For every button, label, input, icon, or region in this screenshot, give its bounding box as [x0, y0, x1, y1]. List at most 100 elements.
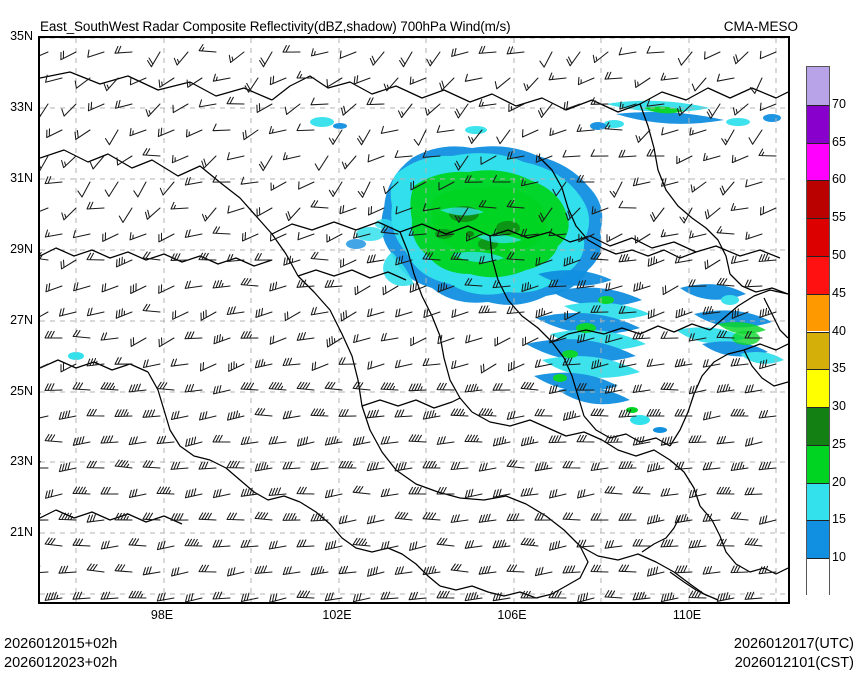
wind-barb-icon [604, 384, 623, 394]
wind-barb-icon [170, 253, 189, 262]
wind-barb-icon [228, 51, 245, 64]
wind-barb-icon [576, 488, 595, 499]
wind-barb-icon [268, 487, 287, 497]
wind-barb-icon [688, 435, 707, 444]
wind-barb-icon [86, 514, 105, 523]
wind-barb-icon [310, 513, 329, 522]
wind-barb-icon [258, 155, 273, 172]
y-tick-23n: 23N [10, 454, 33, 468]
colorbar-tick: 25 [832, 436, 846, 451]
wind-barb-icon [172, 310, 189, 320]
wind-barb-icon [89, 155, 105, 170]
x-tick-110e: 110E [672, 608, 702, 622]
wind-barb-icon [716, 330, 735, 339]
wind-barb-icon [130, 283, 147, 295]
wind-barb-icon [702, 565, 721, 575]
wind-barb-icon [310, 48, 329, 57]
wind-barb-icon [563, 256, 581, 267]
wind-barb-icon [142, 359, 161, 369]
wind-barb-icon [548, 435, 567, 444]
wind-barb-icon [399, 51, 413, 68]
wind-barb-icon [721, 129, 735, 146]
wind-barb-icon [282, 512, 301, 521]
wind-barb-icon [564, 310, 581, 321]
wind-barb-icon [562, 357, 581, 366]
wind-barb-icon [324, 488, 343, 499]
wind-barb-icon [438, 181, 455, 191]
wind-barb-icon [240, 331, 259, 339]
wind-barb-icon [688, 332, 707, 342]
wind-barb-icon [40, 415, 49, 419]
wind-barb-icon [282, 410, 301, 420]
wind-barb-icon [380, 382, 399, 391]
y-tick-29n: 29N [10, 242, 33, 256]
wind-barb-icon [646, 408, 665, 417]
wind-barb-icon [142, 566, 161, 576]
wind-barb-icon [758, 253, 777, 263]
wind-barb-icon [635, 129, 651, 143]
page-title: East_SouthWest Radar Composite Reflectiv… [40, 19, 511, 34]
wind-barb-icon [464, 591, 483, 602]
wind-barb-icon [212, 539, 231, 548]
wind-barb-icon [618, 253, 637, 263]
wind-barb-icon [716, 383, 735, 393]
wind-barb-icon [40, 207, 49, 212]
wind-barb-icon [198, 512, 217, 521]
wind-barb-icon [282, 152, 301, 161]
wind-barb-icon [228, 361, 245, 372]
wind-barb-icon [185, 129, 203, 138]
wind-barb-icon [240, 382, 259, 391]
wind-barb-icon [454, 155, 469, 171]
wind-barb-icon [297, 231, 315, 241]
wind-barb-icon [422, 203, 441, 212]
wind-barb-icon [408, 383, 427, 392]
wind-barb-icon [578, 233, 595, 243]
wind-barb-icon [577, 333, 595, 344]
wind-barb-icon [324, 592, 343, 602]
wind-barb-icon [77, 181, 91, 198]
wind-barb-icon [61, 207, 77, 221]
wind-barb-icon [590, 408, 609, 417]
wind-barb-icon [534, 359, 553, 368]
wind-barb-icon [72, 329, 91, 339]
wind-barb-icon [256, 207, 273, 217]
wind-barb-icon [758, 515, 777, 525]
wind-barb-icon [226, 567, 245, 577]
wind-barb-icon [328, 181, 343, 198]
wind-barb-icon [690, 181, 707, 193]
wind-barb-layer [40, 43, 777, 602]
wind-barb-icon [464, 383, 483, 393]
wind-barb-icon [383, 77, 399, 92]
map-plot-frame [38, 36, 790, 604]
wind-barb-icon [661, 127, 679, 136]
wind-barb-icon [660, 487, 679, 497]
wind-barb-icon [394, 359, 413, 369]
wind-barb-icon [395, 308, 413, 318]
wind-barb-icon [464, 434, 483, 443]
wind-barb-icon [534, 461, 553, 472]
wind-barb-icon [284, 311, 301, 322]
wind-barb-icon [144, 207, 161, 220]
wind-barb-icon [689, 127, 707, 136]
wind-barb-icon [352, 537, 371, 547]
wind-barb-icon [618, 461, 637, 469]
wind-barb-icon [40, 311, 49, 318]
wind-barb-icon [646, 514, 665, 525]
wind-barb-icon [745, 179, 763, 188]
wind-barb-icon [732, 103, 749, 116]
wind-barb-icon [562, 565, 581, 574]
wind-barb-icon [352, 230, 371, 239]
wind-barb-icon [674, 408, 693, 417]
wind-barb-icon [535, 256, 553, 267]
wind-barb-icon [730, 511, 749, 521]
wind-barb-icon [632, 538, 651, 547]
wind-barb-icon [353, 333, 371, 344]
wind-barb-icon [703, 152, 721, 162]
colorbar-cell [807, 331, 829, 370]
wind-barb-icon [660, 539, 679, 548]
wind-barb-icon [227, 205, 245, 214]
wind-barb-icon [451, 47, 469, 57]
wind-barb-icon [632, 384, 651, 394]
wind-barb-icon [338, 409, 357, 417]
wind-barb-icon [562, 410, 581, 421]
